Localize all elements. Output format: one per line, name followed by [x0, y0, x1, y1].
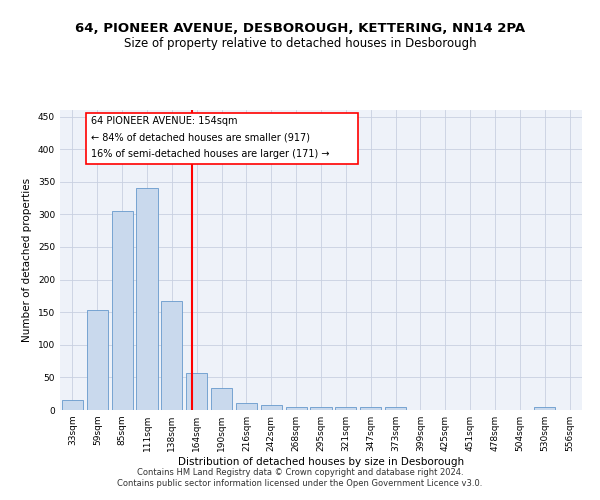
Text: 16% of semi-detached houses are larger (171) →: 16% of semi-detached houses are larger (… [91, 148, 330, 158]
Bar [136, 188, 158, 410]
Bar [534, 406, 555, 410]
Text: 64, PIONEER AVENUE, DESBOROUGH, KETTERING, NN14 2PA: 64, PIONEER AVENUE, DESBOROUGH, KETTERIN… [75, 22, 525, 36]
Bar [310, 408, 332, 410]
X-axis label: Distribution of detached houses by size in Desborough: Distribution of detached houses by size … [178, 457, 464, 467]
Bar [186, 374, 207, 410]
Bar [335, 408, 356, 410]
Text: Contains HM Land Registry data © Crown copyright and database right 2024.
Contai: Contains HM Land Registry data © Crown c… [118, 468, 482, 487]
FancyBboxPatch shape [86, 113, 358, 164]
Bar [62, 400, 83, 410]
Bar [261, 405, 282, 410]
Bar [236, 404, 257, 410]
Bar [112, 211, 133, 410]
Bar [87, 310, 108, 410]
Text: ← 84% of detached houses are smaller (917): ← 84% of detached houses are smaller (91… [91, 132, 310, 142]
Text: 64 PIONEER AVENUE: 154sqm: 64 PIONEER AVENUE: 154sqm [91, 116, 238, 126]
Bar [211, 388, 232, 410]
Bar [161, 301, 182, 410]
Text: Size of property relative to detached houses in Desborough: Size of property relative to detached ho… [124, 38, 476, 51]
Y-axis label: Number of detached properties: Number of detached properties [22, 178, 32, 342]
Bar [286, 406, 307, 410]
Bar [360, 406, 381, 410]
Bar [385, 406, 406, 410]
